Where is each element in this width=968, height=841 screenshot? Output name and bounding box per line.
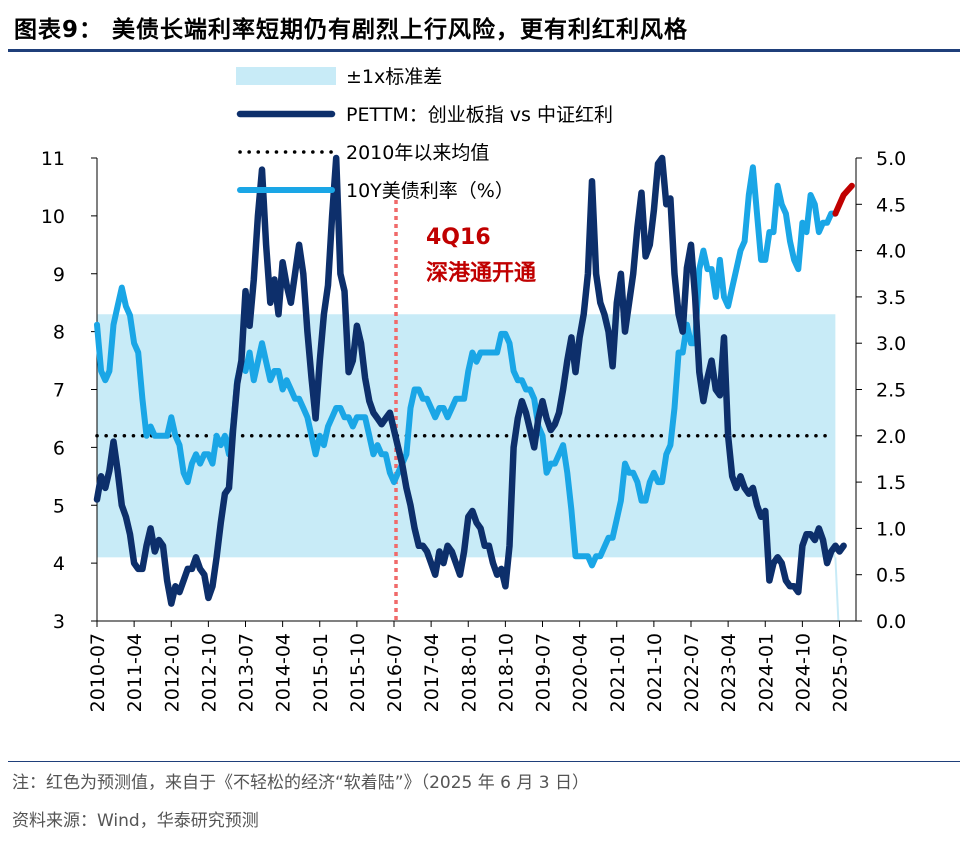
figure-title: 图表9： 美债长端利率短期仍有剧烈上行风险，更有利红利风格 bbox=[14, 17, 689, 43]
left-tick-label: 8 bbox=[53, 322, 65, 344]
x-tick-label: 2023-04 bbox=[718, 633, 740, 712]
x-tick-label: 2022-07 bbox=[681, 633, 703, 712]
x-tick-label: 2012-01 bbox=[161, 633, 183, 712]
x-tick-label: 2018-01 bbox=[458, 633, 480, 712]
series-layer bbox=[93, 154, 855, 607]
x-tick-label: 2024-10 bbox=[792, 633, 814, 712]
left-tick-label: 7 bbox=[53, 380, 65, 402]
right-tick-label: 1.0 bbox=[876, 518, 906, 540]
legend-label-band: ±1x标准差 bbox=[346, 66, 442, 88]
tick-labels-layer: 3 4 5 6 7 8 9 10 11 0.0 0.5 1.0 1.5 2.0 2.5 3.0 3.5 4.0 4.… bbox=[41, 148, 906, 712]
right-tick-label: 2.5 bbox=[876, 380, 906, 402]
x-tick-label: 2018-10 bbox=[495, 633, 517, 712]
legend: ±1x标准差 PETTM：创业板指 vs 中证红利 2010年以来均值 10Y美债利率… bbox=[236, 66, 613, 202]
right-tick-label: 0.5 bbox=[876, 565, 906, 587]
x-tick-label: 2017-04 bbox=[421, 633, 443, 712]
x-tick-label: 2010-07 bbox=[87, 633, 109, 712]
chart: 3 4 5 6 7 8 9 10 11 0.0 0.5 1.0 1.5 2.0 2.5 3.0 3.5 4.0 4.… bbox=[41, 66, 906, 712]
x-tick-label: 2013-07 bbox=[236, 633, 258, 712]
left-tick-label: 5 bbox=[53, 495, 65, 517]
x-tick-label: 2014-04 bbox=[273, 633, 295, 712]
x-tick-label: 2012-10 bbox=[198, 633, 220, 712]
left-tick-label: 3 bbox=[53, 611, 65, 633]
left-tick-label: 9 bbox=[53, 264, 65, 286]
x-tick-label: 2015-10 bbox=[347, 633, 369, 712]
left-tick-label: 6 bbox=[53, 437, 65, 459]
event-annotation: 4Q16 深港通开通 bbox=[426, 225, 536, 286]
right-tick-label: 3.5 bbox=[876, 287, 906, 309]
left-tick-label: 10 bbox=[41, 206, 65, 228]
axes-layer bbox=[91, 157, 862, 627]
source-note: 资料来源：Wind，华泰研究预测 bbox=[12, 811, 259, 831]
right-tick-label: 3.0 bbox=[876, 333, 906, 355]
x-tick-label: 2021-01 bbox=[607, 633, 629, 712]
left-tick-label: 4 bbox=[53, 553, 65, 575]
right-tick-label: 5.0 bbox=[876, 148, 906, 170]
right-tick-label: 1.5 bbox=[876, 472, 906, 494]
left-tick-label: 11 bbox=[41, 148, 65, 170]
series-10y-bond-line bbox=[94, 164, 839, 569]
x-tick-label: 2025-07 bbox=[830, 633, 852, 712]
std-band-drop bbox=[834, 557, 840, 622]
right-tick-label: 4.0 bbox=[876, 241, 906, 263]
x-tick-label: 2015-01 bbox=[310, 633, 332, 712]
right-tick-label: 4.5 bbox=[876, 194, 906, 216]
event-label-quarter: 4Q16 bbox=[426, 225, 491, 250]
x-tick-label: 2020-04 bbox=[570, 633, 592, 712]
legend-label-pettm: PETTM：创业板指 vs 中证红利 bbox=[346, 104, 613, 126]
legend-swatch-band bbox=[236, 67, 336, 85]
x-tick-label: 2024-01 bbox=[755, 633, 777, 712]
footer-rule bbox=[8, 761, 960, 762]
right-tick-label: 0.0 bbox=[876, 611, 906, 633]
x-tick-label: 2011-04 bbox=[124, 633, 146, 712]
event-label-text: 深港通开通 bbox=[426, 261, 536, 286]
x-tick-label: 2019-07 bbox=[533, 633, 555, 712]
series-forecast-line bbox=[832, 182, 855, 217]
footnote: 注：红色为预测值，来自于《不轻松的经济“软着陆”》（2025 年 6 月 3 日… bbox=[12, 773, 590, 793]
legend-label-mean: 2010年以来均值 bbox=[346, 142, 489, 164]
title-rule bbox=[8, 49, 960, 52]
right-tick-label: 2.0 bbox=[876, 426, 906, 448]
legend-label-bond: 10Y美债利率（%） bbox=[346, 180, 514, 202]
x-tick-label: 2021-10 bbox=[644, 633, 666, 712]
x-tick-label: 2016-07 bbox=[384, 633, 406, 712]
series-pettm-line bbox=[93, 154, 847, 607]
